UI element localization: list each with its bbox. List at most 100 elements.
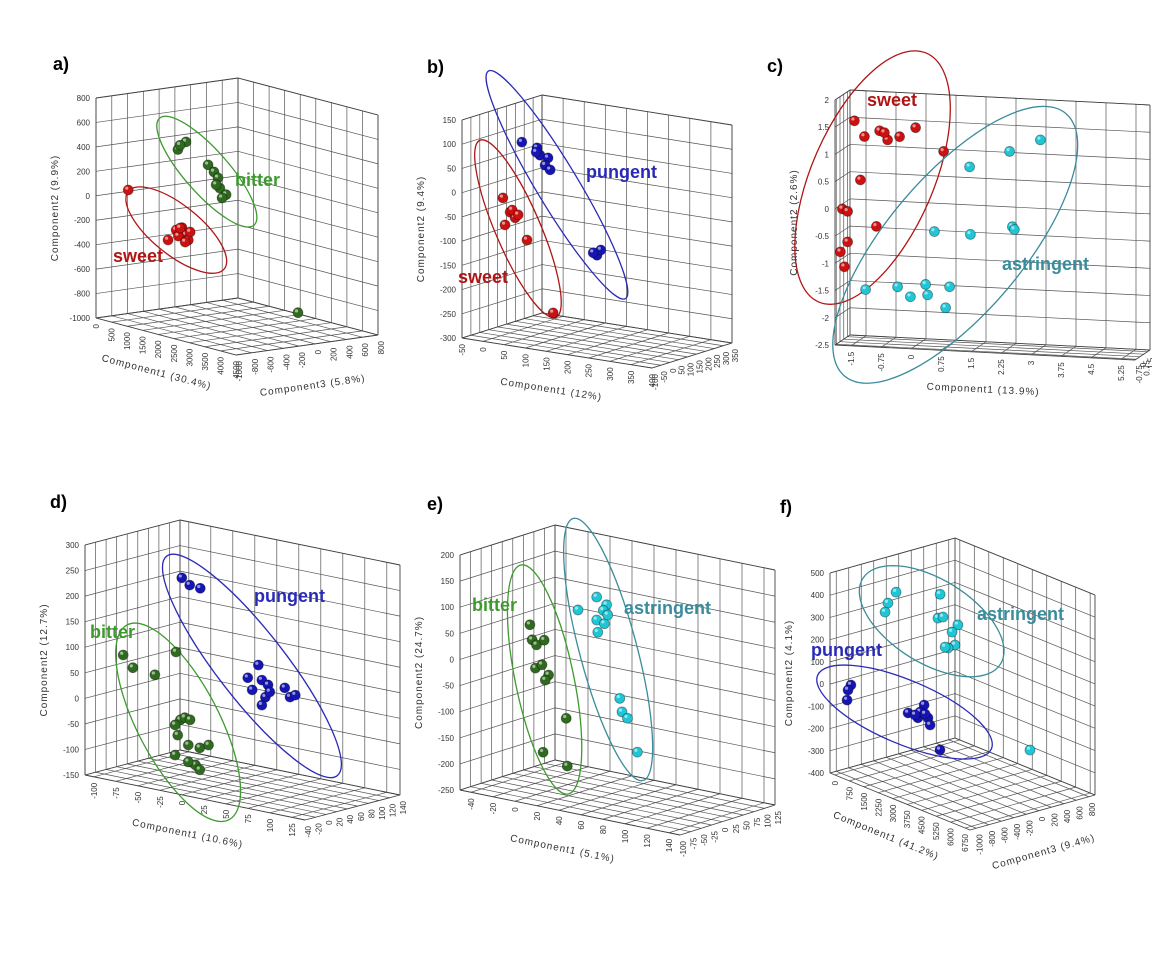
grid-line — [533, 315, 724, 347]
group-ellipse — [816, 664, 993, 760]
point — [279, 682, 291, 694]
z-tick-label: 100 — [763, 814, 772, 828]
x-tick-label: -100 — [90, 782, 99, 799]
y-tick-label: 800 — [77, 94, 91, 103]
grid-line — [470, 334, 661, 366]
y-tick-label: -2.5 — [815, 341, 829, 350]
frame — [954, 537, 1096, 596]
point — [922, 289, 933, 301]
point — [170, 646, 182, 658]
y-tick-label: -100 — [808, 702, 825, 711]
grid-line — [190, 304, 331, 343]
grid-line — [554, 707, 776, 754]
point-highlight — [881, 129, 885, 133]
point-highlight — [186, 716, 191, 720]
grid-line — [127, 305, 270, 327]
point-highlight — [540, 748, 544, 753]
point-highlight — [172, 751, 176, 755]
grid-line — [95, 273, 239, 294]
grid-line — [481, 782, 702, 829]
x-tick-label: 60 — [577, 820, 586, 829]
grid-line — [84, 570, 181, 597]
y-tick-label: -250 — [438, 786, 455, 795]
point — [944, 281, 955, 293]
grid-line — [502, 776, 723, 823]
grid-line — [189, 322, 332, 344]
point — [182, 739, 194, 751]
x-tick-label: -40 — [467, 798, 476, 810]
grid-line — [843, 338, 1144, 355]
y-tick-label: 200 — [441, 551, 455, 560]
group-label: pungent — [254, 586, 325, 606]
point — [538, 634, 550, 646]
point-highlight — [939, 613, 944, 617]
y-tick-label: -1 — [822, 259, 830, 268]
point-highlight — [185, 741, 189, 745]
z-tick-label: 200 — [704, 357, 713, 371]
grid-line — [148, 757, 369, 804]
x-tick-label: 120 — [643, 834, 652, 848]
x-tick-label: 750 — [845, 786, 854, 800]
x-tick-label: -25 — [156, 796, 165, 808]
point — [512, 209, 524, 221]
x-tick-label: 2.25 — [997, 359, 1006, 375]
point — [172, 729, 184, 741]
grid-line — [624, 793, 721, 825]
x-tick-label: 6750 — [961, 833, 970, 851]
point — [176, 572, 188, 584]
frame — [849, 89, 1151, 106]
point-highlight — [563, 714, 567, 719]
grid-line — [459, 733, 556, 765]
grid-line — [204, 326, 347, 348]
x-tick-label: 1500 — [139, 336, 148, 354]
grid-line — [237, 224, 379, 263]
x-tick-label: 50 — [222, 809, 231, 818]
grid-line — [907, 769, 1033, 805]
grid-line — [848, 767, 989, 826]
frame — [459, 524, 556, 556]
y-tick-label: 300 — [811, 613, 825, 622]
group-label: bitter — [472, 595, 517, 615]
grid-line — [84, 647, 181, 674]
x-tick-label: 140 — [665, 838, 674, 852]
point-highlight — [550, 309, 554, 313]
point-highlight — [544, 154, 549, 158]
point — [841, 694, 853, 706]
y-tick-label: 50 — [445, 629, 454, 638]
grid-line — [923, 746, 1064, 805]
z-tick-label: 200 — [1050, 813, 1059, 827]
point — [934, 588, 946, 600]
grid-line — [839, 341, 1141, 358]
y-tick-label: 150 — [66, 618, 80, 627]
grid-line — [602, 788, 699, 820]
point — [289, 689, 301, 701]
point-highlight — [181, 714, 185, 718]
y-tick-label: -300 — [808, 747, 825, 756]
group-label: bitter — [90, 622, 135, 642]
point — [614, 692, 626, 704]
point-highlight — [120, 651, 124, 655]
grid-line — [554, 733, 776, 780]
grid-line — [459, 550, 556, 582]
group-ellipse — [506, 564, 583, 795]
x-tick-label: 0 — [479, 347, 488, 352]
y-tick-label: 0 — [75, 694, 80, 703]
z-tick-label: 0 — [721, 827, 730, 832]
point-highlight — [597, 246, 601, 250]
point-highlight — [526, 621, 531, 625]
point-highlight — [873, 223, 877, 227]
x-tick-label: 400 — [648, 373, 657, 387]
frame — [829, 737, 956, 774]
grid-line — [588, 332, 669, 359]
point — [256, 699, 268, 711]
point — [184, 226, 196, 238]
group-ellipse — [115, 622, 242, 823]
x-tick-label: 1.5 — [967, 357, 976, 369]
y-tick-label: 0 — [820, 680, 825, 689]
point-highlight — [937, 590, 941, 595]
group-ellipse — [161, 553, 343, 779]
point — [210, 179, 222, 191]
grid-line — [954, 715, 1096, 774]
y-tick-label: 200 — [77, 167, 91, 176]
